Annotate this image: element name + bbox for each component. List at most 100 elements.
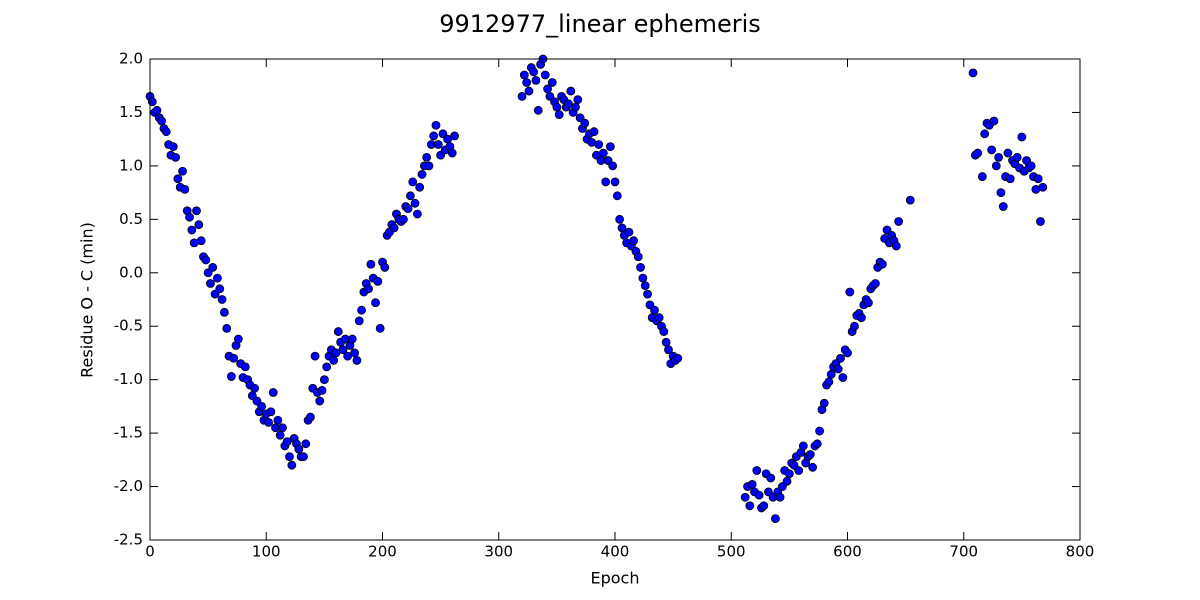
data-point — [624, 227, 634, 237]
data-point — [229, 353, 239, 363]
data-point — [399, 214, 408, 224]
data-point — [771, 514, 780, 524]
data-point — [417, 170, 427, 179]
data-point — [871, 279, 880, 288]
data-point — [366, 259, 376, 269]
data-point — [754, 490, 764, 500]
data-point — [752, 466, 762, 475]
chart-title: 9912977_linear ephemeris — [439, 10, 761, 38]
data-point — [905, 195, 915, 205]
data-point — [424, 161, 434, 171]
data-point — [759, 501, 769, 511]
data-point — [352, 356, 362, 365]
data-point — [347, 334, 357, 344]
data-point — [350, 348, 360, 358]
x-tick-label: 700 — [949, 543, 978, 561]
data-point — [233, 334, 243, 344]
data-point — [745, 501, 755, 511]
data-point — [843, 348, 852, 358]
data-point — [784, 469, 794, 479]
data-point — [192, 206, 201, 216]
data-point — [573, 95, 583, 105]
data-point — [408, 177, 418, 187]
data-point — [329, 356, 339, 365]
data-point — [824, 377, 834, 387]
data-point — [240, 362, 250, 372]
y-tick-label: 1.5 — [119, 103, 143, 121]
y-tick-label: 2.0 — [119, 50, 143, 68]
data-point — [287, 460, 297, 470]
data-point — [650, 305, 659, 315]
data-point — [998, 202, 1008, 211]
x-tick-label: 800 — [1066, 543, 1095, 561]
data-point — [580, 118, 590, 128]
data-point — [403, 204, 413, 214]
data-point — [524, 86, 534, 96]
data-point — [1003, 148, 1013, 158]
data-point — [410, 198, 420, 208]
data-point — [161, 127, 171, 137]
x-tick-label: 500 — [717, 543, 746, 561]
data-point — [194, 220, 204, 230]
data-point — [266, 407, 276, 417]
data-point — [566, 86, 576, 96]
data-point — [594, 140, 604, 149]
plot-frame — [149, 58, 1081, 541]
data-point — [833, 364, 843, 374]
data-point — [864, 298, 873, 308]
data-point — [640, 281, 650, 291]
data-point — [338, 345, 348, 355]
data-point — [845, 287, 855, 297]
data-point — [994, 152, 1004, 162]
data-point — [299, 452, 308, 462]
data-point — [257, 401, 267, 411]
data-point — [1005, 174, 1015, 184]
data-point — [412, 209, 422, 219]
data-point — [450, 131, 459, 141]
data-point — [317, 385, 327, 395]
data-point — [187, 225, 197, 235]
data-point — [196, 236, 206, 246]
data-point — [857, 313, 866, 323]
data-point — [315, 396, 325, 406]
data-point — [373, 276, 383, 286]
data-point — [429, 131, 439, 141]
data-point — [877, 259, 887, 269]
data-point — [605, 142, 615, 152]
data-point — [1012, 152, 1022, 162]
data-point — [980, 129, 990, 139]
data-point — [808, 462, 818, 472]
data-point — [633, 252, 643, 262]
data-point — [638, 273, 648, 283]
y-tick-label: -1.5 — [114, 424, 143, 442]
data-point — [766, 473, 776, 483]
x-tick-label: 300 — [484, 543, 513, 561]
data-point — [819, 398, 829, 408]
data-point — [208, 263, 218, 272]
data-point — [405, 191, 415, 201]
data-point — [598, 148, 608, 158]
data-point — [987, 145, 997, 155]
data-point — [805, 450, 815, 459]
y-tick-label: 0.0 — [119, 263, 143, 281]
x-tick-label: 100 — [252, 543, 281, 561]
data-point — [589, 127, 599, 137]
y-tick-label: -1.0 — [114, 370, 143, 388]
data-point — [661, 337, 671, 347]
data-point — [357, 305, 366, 315]
x-tick-label: 0 — [145, 543, 155, 561]
data-point — [643, 289, 652, 299]
data-point — [664, 345, 673, 355]
data-point — [659, 327, 669, 336]
data-point — [215, 284, 225, 294]
data-point — [636, 263, 645, 272]
data-point — [171, 152, 180, 162]
x-axis-label: Epoch — [591, 569, 640, 588]
data-point — [517, 92, 527, 101]
data-point — [1036, 217, 1045, 226]
data-point — [615, 214, 625, 224]
y-tick-label: -2.0 — [114, 477, 143, 495]
data-point — [812, 439, 822, 449]
data-point — [201, 255, 211, 265]
data-point — [894, 217, 904, 226]
